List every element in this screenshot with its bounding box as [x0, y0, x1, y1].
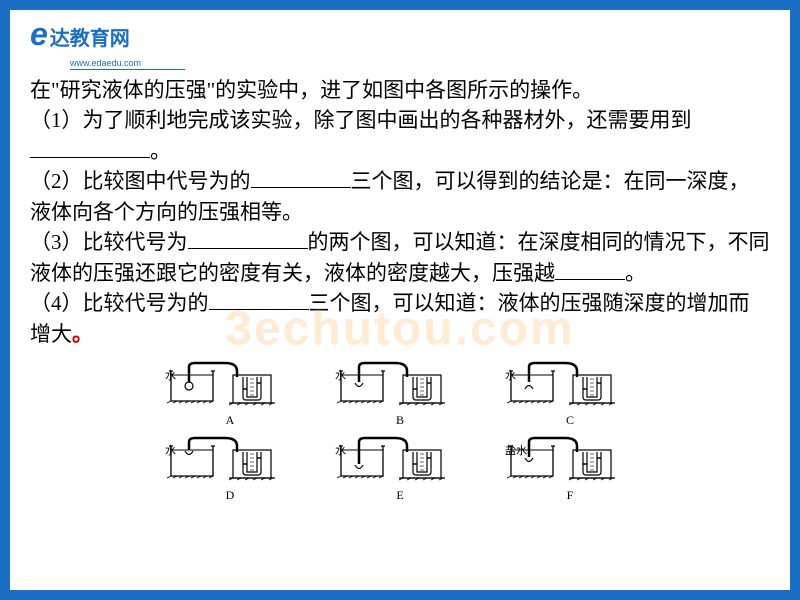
diagram-label-F: F — [567, 488, 574, 503]
logo-brand: 达教育网 — [50, 22, 130, 51]
diagram-label-C: C — [566, 413, 574, 428]
logo-e: e — [30, 18, 48, 50]
blank-2 — [251, 167, 351, 188]
q1-suffix: 。 — [150, 139, 171, 163]
diagram-E: 水 E — [330, 432, 470, 503]
diagram-svg-F: 盐水 — [505, 432, 635, 490]
content-body: 在"研究液体的压强"的实验中，进了如图中各图所示的操作。 （1）为了顺利地完成该… — [30, 75, 770, 349]
diagram-label-E: E — [396, 488, 403, 503]
svg-text:水: 水 — [165, 369, 176, 382]
q1-prefix: （1）为了顺利地完成该实验，除了图中画出的各种器材外，还需要用到 — [30, 108, 692, 132]
diagram-svg-B: 水 — [335, 357, 465, 415]
svg-text:水: 水 — [335, 444, 346, 457]
q4-prefix: （4）比较代号为的 — [30, 291, 209, 315]
diagram-F: 盐水 F — [500, 432, 640, 503]
logo-url: www.edaedu.com — [70, 58, 185, 70]
diagram-label-B: B — [396, 413, 404, 428]
blank-1 — [30, 137, 150, 158]
diagram-grid: 水 A — [160, 357, 640, 503]
diagram-D: 水 D — [160, 432, 300, 503]
logo: e 达教育网 — [30, 18, 770, 51]
svg-text:盐水: 盐水 — [505, 444, 527, 457]
q3-prefix: （3）比较代号为 — [30, 230, 188, 254]
blank-4 — [555, 259, 625, 280]
svg-text:水: 水 — [505, 369, 516, 382]
blank-5 — [209, 289, 309, 310]
diagram-B: 水 B — [330, 357, 470, 428]
diagram-A: 水 A — [160, 357, 300, 428]
slide-container: e 达教育网 www.edaedu.com 3echutou.com 在"研究液… — [10, 10, 790, 590]
diagram-svg-C: 水 — [505, 357, 635, 415]
diagram-label-D: D — [226, 488, 235, 503]
diagram-svg-A: 水 — [165, 357, 295, 415]
diagram-C: 水 C — [500, 357, 640, 428]
blank-3 — [188, 228, 308, 249]
diagram-svg-E: 水 — [335, 432, 465, 490]
red-period: 。 — [72, 322, 93, 346]
svg-text:水: 水 — [335, 369, 346, 382]
diagram-svg-D: 水 — [165, 432, 295, 490]
svg-text:水: 水 — [165, 444, 176, 457]
intro-text: 在"研究液体的压强"的实验中，进了如图中各图所示的操作。 — [30, 78, 593, 102]
q2-prefix: （2）比较图中代号为的 — [30, 169, 251, 193]
q3-suffix: 。 — [625, 261, 646, 285]
diagram-label-A: A — [226, 413, 235, 428]
